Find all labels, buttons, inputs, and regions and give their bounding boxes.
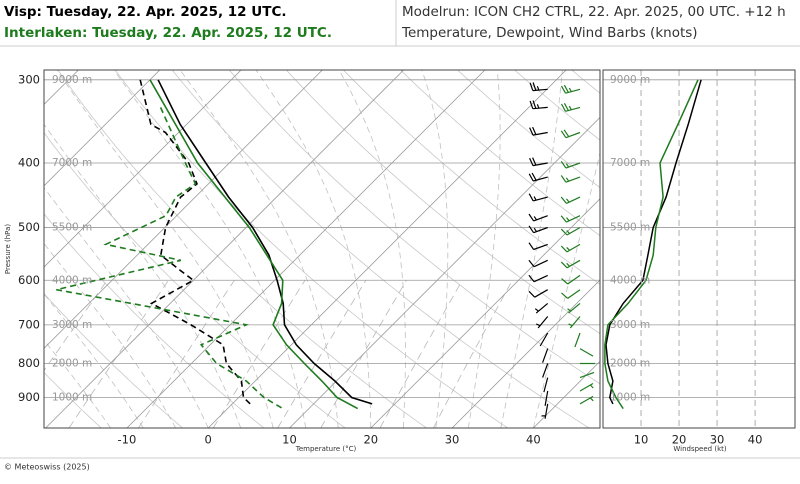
- x-tick-label: 30: [445, 433, 460, 447]
- height-label: 7000 m: [52, 157, 92, 169]
- x-tick-label: 20: [672, 433, 687, 447]
- x-tick-label: 10: [282, 433, 297, 447]
- y-tick-label: 400: [18, 156, 40, 170]
- height-label: 5500 m: [610, 222, 650, 234]
- x-axis-label: Temperature (°C): [295, 445, 357, 453]
- y-tick-label: 800: [18, 356, 40, 370]
- x-tick-label: 10: [634, 433, 649, 447]
- height-label: 9000 m: [52, 74, 92, 86]
- y-axis-label: Pressure (hPa): [4, 224, 12, 274]
- height-label: 5500 m: [52, 222, 92, 234]
- height-label: 4000 m: [610, 274, 650, 286]
- y-tick-label: 600: [18, 273, 40, 287]
- y-tick-label: 500: [18, 220, 40, 234]
- subtitle: Interlaken: Tuesday, 22. Apr. 2025, 12 U…: [4, 25, 332, 41]
- x-tick-label: 0: [205, 433, 212, 447]
- y-tick-label: 700: [18, 317, 40, 331]
- height-label: 1000 m: [610, 392, 650, 404]
- height-label: 4000 m: [52, 274, 92, 286]
- y-tick-label: 300: [18, 72, 40, 86]
- model-run: Modelrun: ICON CH2 CTRL, 22. Apr. 2025, …: [402, 4, 786, 20]
- x-tick-label: 40: [526, 433, 541, 447]
- height-label: 2000 m: [52, 357, 92, 369]
- height-label: 7000 m: [610, 157, 650, 169]
- x-tick-label: -10: [118, 433, 137, 447]
- x-tick-label: 40: [748, 433, 763, 447]
- x-tick-label: 20: [363, 433, 378, 447]
- height-label: 3000 m: [52, 319, 92, 331]
- title: Visp: Tuesday, 22. Apr. 2025, 12 UTC.: [4, 4, 287, 20]
- height-label: 3000 m: [610, 319, 650, 331]
- description: Temperature, Dewpoint, Wind Barbs (knots…: [401, 25, 698, 41]
- x-tick-label: 30: [710, 433, 725, 447]
- height-label: 2000 m: [610, 357, 650, 369]
- y-tick-label: 900: [18, 390, 40, 404]
- height-label: 1000 m: [52, 392, 92, 404]
- credit: © Meteoswiss (2025): [4, 463, 90, 472]
- height-label: 9000 m: [610, 74, 650, 86]
